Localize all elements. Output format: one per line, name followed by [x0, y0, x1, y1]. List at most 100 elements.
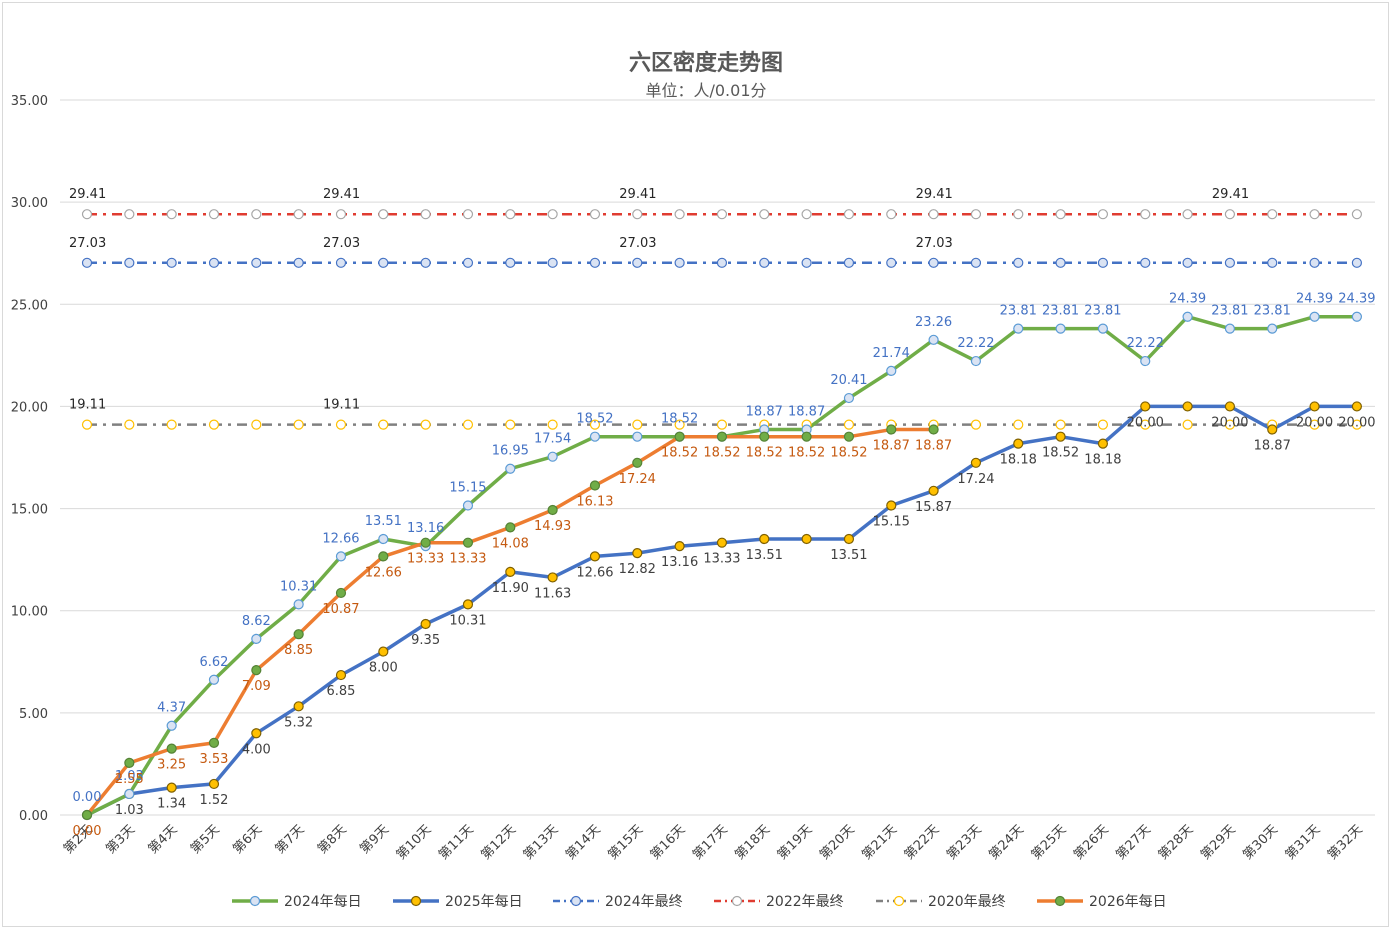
data-label-2024-daily: 23.81	[1042, 304, 1079, 319]
data-label-2025-daily: 11.90	[492, 581, 529, 596]
data-labels: 19.11 19.11 29.41 29.41 29.41 29.41 29.41 27.03…	[69, 187, 1376, 839]
point-2024-final	[81, 257, 93, 268]
point-2024-daily	[1224, 323, 1236, 334]
point-2022-final	[208, 209, 220, 220]
data-label-2026-daily: 10.87	[322, 602, 359, 617]
point-2025-daily	[1055, 431, 1066, 442]
data-label-2025-daily: 9.35	[411, 633, 440, 648]
data-label-2025-daily: 10.31	[449, 613, 486, 628]
point-2025-daily	[970, 457, 982, 468]
point-2020-final	[674, 419, 685, 430]
point-2024-final	[589, 257, 601, 268]
point-2026-daily	[801, 431, 812, 442]
point-2024-daily	[843, 392, 855, 404]
data-label-2024-daily: 1.03	[115, 769, 144, 784]
x-tick-label: 第9天	[357, 822, 392, 857]
data-label-2024-daily: 17.54	[534, 432, 571, 447]
point-2026-daily	[589, 480, 601, 491]
point-2020-final	[1351, 419, 1363, 430]
legend-item-2022-final: 2022年最终	[714, 894, 844, 910]
point-2022-final	[378, 209, 389, 220]
data-label-2024-daily: 13.51	[365, 514, 402, 529]
data-label-2025-daily: 1.52	[200, 793, 229, 808]
point-2026-daily	[335, 587, 347, 599]
point-2026-daily	[928, 424, 939, 435]
y-tick-label: 20.00	[11, 400, 48, 415]
legend-swatch-marker	[731, 895, 743, 907]
point-2022-final	[124, 209, 135, 220]
data-label-2020-final: 19.11	[69, 398, 106, 413]
point-2022-final	[589, 209, 601, 220]
point-2022-final	[928, 209, 939, 220]
point-2022-final	[1267, 209, 1278, 220]
point-2020-final	[1309, 419, 1320, 430]
data-label-2025-daily: 18.87	[1254, 439, 1291, 454]
data-label-2026-daily: 18.52	[746, 446, 783, 461]
data-label-2025-daily: 15.87	[915, 500, 952, 515]
data-label-2026-daily: 18.52	[661, 446, 698, 461]
x-tick-label: 第5天	[188, 822, 223, 857]
point-2026-daily	[716, 431, 728, 442]
data-label-2026-daily: 8.85	[284, 643, 313, 658]
point-2026-daily	[420, 537, 431, 548]
point-2022-final	[843, 209, 855, 220]
point-2020-final	[716, 419, 728, 430]
x-tick-label: 第26天	[1071, 822, 1112, 863]
point-2020-final	[462, 419, 474, 430]
point-2024-daily	[1267, 323, 1278, 334]
data-label-2024-final: 27.03	[69, 236, 106, 251]
x-tick-label: 第13天	[521, 822, 562, 863]
data-label-2022-final: 29.41	[69, 187, 106, 202]
point-2026-daily	[251, 665, 262, 676]
y-tick-label: 5.00	[19, 707, 48, 722]
point-2024-final	[335, 257, 347, 268]
data-label-2024-daily: 6.62	[200, 655, 229, 670]
point-2026-daily	[632, 457, 643, 468]
legend-swatch-marker	[1054, 895, 1066, 907]
data-label-2026-daily: 7.09	[242, 679, 271, 694]
data-label-2024-daily: 16.95	[492, 444, 529, 459]
data-label-2024-daily: 20.41	[830, 373, 867, 388]
x-tick-label: 第14天	[563, 822, 604, 863]
point-2024-final	[759, 257, 770, 268]
point-2022-final	[886, 209, 897, 220]
point-2020-final	[293, 419, 304, 430]
x-tick-label: 第27天	[1113, 822, 1154, 863]
point-2024-final	[251, 257, 262, 268]
point-2025-daily	[759, 533, 770, 545]
data-label-2024-daily: 24.39	[1169, 292, 1206, 307]
data-label-2024-daily: 15.15	[449, 481, 486, 496]
point-2020-final	[1224, 419, 1236, 430]
point-2024-daily	[1140, 355, 1151, 367]
x-tick-label: 第29天	[1198, 822, 1239, 863]
data-label-2026-daily: 18.52	[830, 446, 867, 461]
point-2022-final	[1224, 209, 1236, 220]
point-2025-daily	[166, 782, 177, 793]
y-axis-ticks: 0.00 5.00 10.00 15.00 20.00 25.00 30.00 35.00	[11, 94, 48, 824]
legend-item-2024-final: 2024年最终	[553, 894, 683, 910]
point-2024-final	[1013, 257, 1024, 268]
data-label-2024-daily: 23.81	[1084, 304, 1121, 319]
x-tick-label: 第28天	[1156, 822, 1197, 863]
point-2024-final	[124, 257, 135, 268]
point-2020-final	[547, 419, 558, 430]
point-2025-daily	[293, 701, 304, 712]
legend: 2024年每日 2025年每日 2024年最终 2022年最终 2020年最终 2026年…	[232, 894, 1167, 910]
point-2020-final	[1055, 419, 1066, 430]
point-2024-final	[505, 257, 516, 268]
point-2024-final	[1055, 257, 1066, 268]
x-tick-label: 第30天	[1240, 822, 1281, 863]
x-tick-label: 第8天	[315, 822, 350, 857]
y-tick-label: 0.00	[19, 809, 48, 824]
chart-title: 六区密度走势图	[629, 50, 783, 76]
x-tick-label: 第23天	[944, 822, 985, 863]
point-2024-daily	[886, 365, 897, 376]
point-2024-final	[886, 257, 897, 268]
data-label-2024-daily: 23.81	[1254, 304, 1291, 319]
x-tick-label: 第7天	[273, 822, 308, 857]
legend-swatch-marker	[410, 895, 422, 907]
point-2024-final	[1097, 257, 1109, 268]
point-2020-final	[1140, 419, 1151, 430]
data-label-2024-final: 27.03	[916, 236, 953, 251]
